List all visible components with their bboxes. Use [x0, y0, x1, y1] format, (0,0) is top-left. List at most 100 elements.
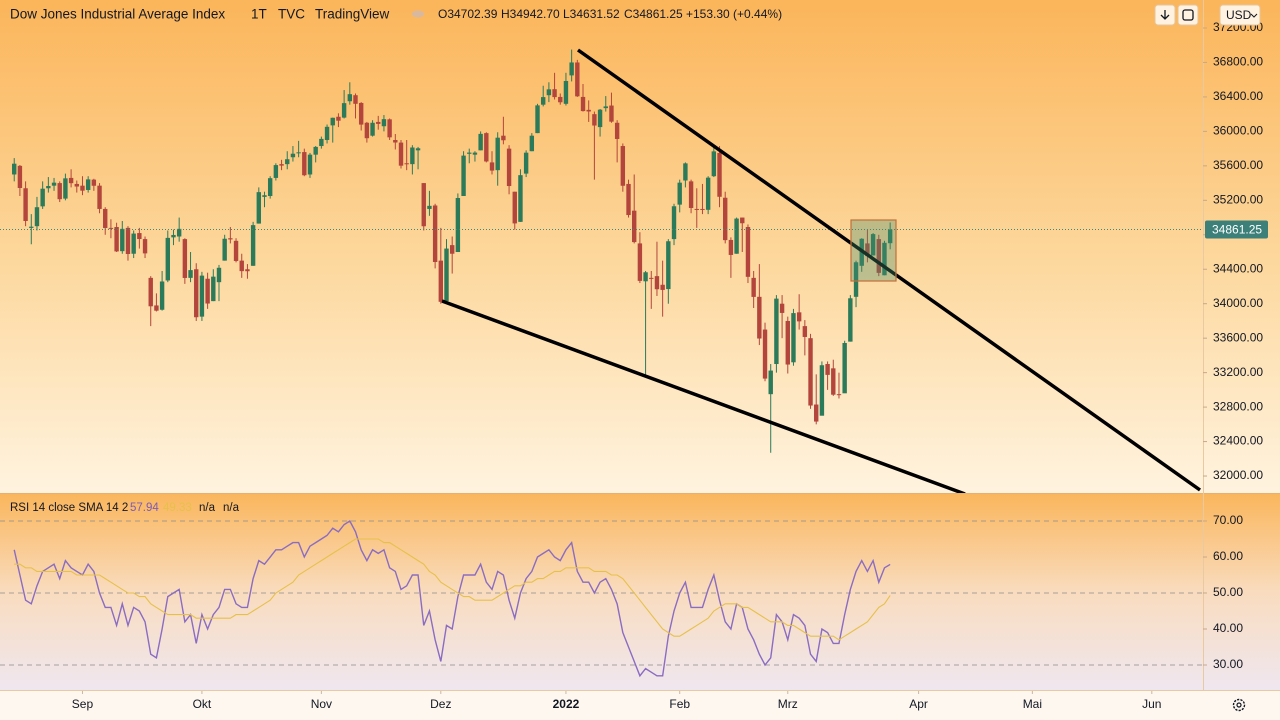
candle-body — [614, 122, 620, 139]
candle-body — [57, 183, 62, 200]
candle-body — [677, 182, 682, 205]
candle-body — [472, 152, 478, 155]
candle-body — [262, 195, 267, 197]
candle-body — [410, 147, 415, 165]
candle-body — [256, 192, 262, 224]
candle-body — [825, 364, 830, 375]
candle-body — [381, 119, 387, 127]
rsi-legend: RSI 14 close SMA 14 2 57.94 49.33 n/a n/… — [10, 502, 240, 514]
candle-body — [319, 138, 324, 147]
candle-body — [814, 404, 819, 422]
candle-body — [603, 106, 608, 109]
y-tick-label: 34400.00 — [1213, 261, 1263, 275]
x-tick-label: Mai — [1023, 697, 1042, 711]
candle-body — [467, 152, 472, 154]
header: Dow Jones Industrial Average Index 1T TV… — [10, 7, 782, 22]
x-tick-label: 2022 — [553, 697, 580, 711]
ohlc-low: L34631.52 — [563, 7, 620, 21]
candle-body — [649, 277, 654, 279]
candle-body — [23, 188, 28, 221]
candle-body — [347, 94, 353, 102]
candle-body — [558, 96, 563, 103]
candle-body — [876, 239, 881, 273]
x-tick-label: Apr — [909, 697, 928, 711]
candle-body — [836, 394, 842, 396]
x-tick-label: Nov — [311, 697, 332, 711]
reset-button[interactable] — [1177, 4, 1199, 26]
candle-body — [762, 329, 768, 379]
candle-body — [569, 62, 574, 76]
candle-body — [387, 119, 392, 138]
ohlc-open: O34702.39 — [438, 7, 498, 21]
rsi-pane — [0, 494, 1280, 691]
settings-button[interactable] — [1232, 698, 1246, 712]
candle-body — [683, 163, 688, 181]
currency: USD — [1226, 8, 1252, 22]
toolbar: USD — [1154, 4, 1261, 26]
candle-body — [267, 178, 273, 197]
candle-body — [120, 228, 125, 252]
change: +153.30 (+0.44%) — [686, 7, 782, 21]
candle-body — [586, 109, 591, 112]
candle-body — [444, 248, 449, 302]
gear-icon — [1232, 698, 1246, 712]
candle-body — [734, 218, 739, 254]
candle-body — [188, 270, 193, 278]
candle-body — [666, 241, 671, 290]
candle-body — [563, 80, 569, 104]
y-tick-label: 60.00 — [1213, 549, 1243, 563]
candle-body — [870, 234, 876, 256]
candle-body — [46, 186, 51, 189]
candle-body — [216, 267, 222, 283]
gear-hub — [1236, 702, 1242, 708]
trend-line-lower — [441, 299, 966, 493]
candle-body — [40, 188, 45, 207]
candle-body — [694, 208, 699, 210]
candle-body — [194, 269, 199, 318]
candle-body — [671, 206, 677, 240]
candle-body — [848, 298, 853, 342]
candle-body — [137, 233, 142, 240]
candle-body — [324, 126, 330, 141]
interval: 1T — [251, 7, 267, 22]
candle-body — [819, 365, 825, 416]
x-tick-label: Sep — [72, 697, 94, 711]
currency-button[interactable] — [1219, 4, 1261, 26]
candle-body — [540, 97, 546, 105]
x-tick-label: Jun — [1142, 697, 1161, 711]
candle-body — [552, 89, 557, 98]
candle-body — [808, 338, 813, 406]
candle-body — [523, 152, 529, 174]
market-status-icon — [412, 10, 424, 18]
y-tick-label: 33600.00 — [1213, 330, 1263, 344]
y-tick-label: 32800.00 — [1213, 399, 1263, 413]
y-tick-label: 36800.00 — [1213, 55, 1263, 69]
y-tick-label: 40.00 — [1213, 621, 1243, 635]
candle-body — [176, 228, 182, 237]
candle-body — [728, 239, 734, 255]
candle-body — [688, 181, 694, 208]
candle-body — [415, 148, 421, 151]
candle-body — [85, 179, 91, 190]
y-tick-label: 32400.00 — [1213, 434, 1263, 448]
candle-body — [882, 242, 887, 276]
candle-body — [233, 240, 239, 261]
candle-body — [432, 205, 438, 263]
candle-body — [421, 183, 426, 227]
last-price-label: 34861.25 — [1212, 223, 1262, 237]
y-tick-label: 35600.00 — [1213, 158, 1263, 172]
candle-body — [285, 159, 290, 165]
candle-body — [404, 163, 409, 165]
candle-body — [273, 165, 279, 178]
candle-body — [358, 102, 364, 125]
candle-body — [51, 182, 57, 186]
source: TradingView — [315, 7, 390, 22]
y-tick-label: 34000.00 — [1213, 296, 1263, 310]
candle-body — [654, 276, 660, 290]
y-tick-label: 50.00 — [1213, 585, 1243, 599]
candle-body — [182, 239, 188, 278]
candle-body — [660, 284, 665, 290]
candle-body — [148, 277, 153, 307]
